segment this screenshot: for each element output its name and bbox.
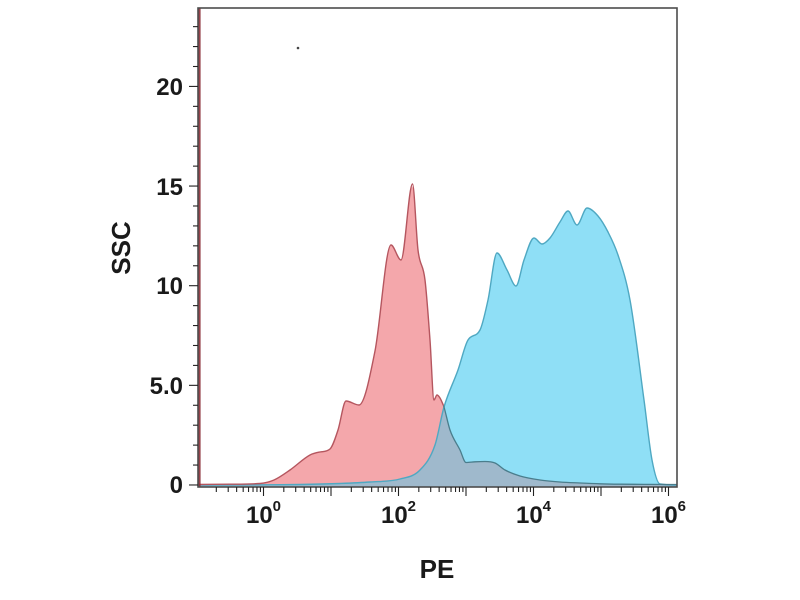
svg-text:106: 106 <box>651 498 686 529</box>
svg-text:100: 100 <box>246 498 281 529</box>
svg-text:10: 10 <box>156 273 183 300</box>
svg-text:5.0: 5.0 <box>150 373 183 400</box>
svg-text:SSC: SSC <box>106 221 136 275</box>
svg-text:15: 15 <box>156 174 183 201</box>
svg-text:0: 0 <box>170 472 183 499</box>
svg-text:104: 104 <box>516 498 552 529</box>
svg-text:PE: PE <box>420 554 455 584</box>
svg-text:102: 102 <box>381 498 416 529</box>
svg-text:20: 20 <box>156 74 183 101</box>
